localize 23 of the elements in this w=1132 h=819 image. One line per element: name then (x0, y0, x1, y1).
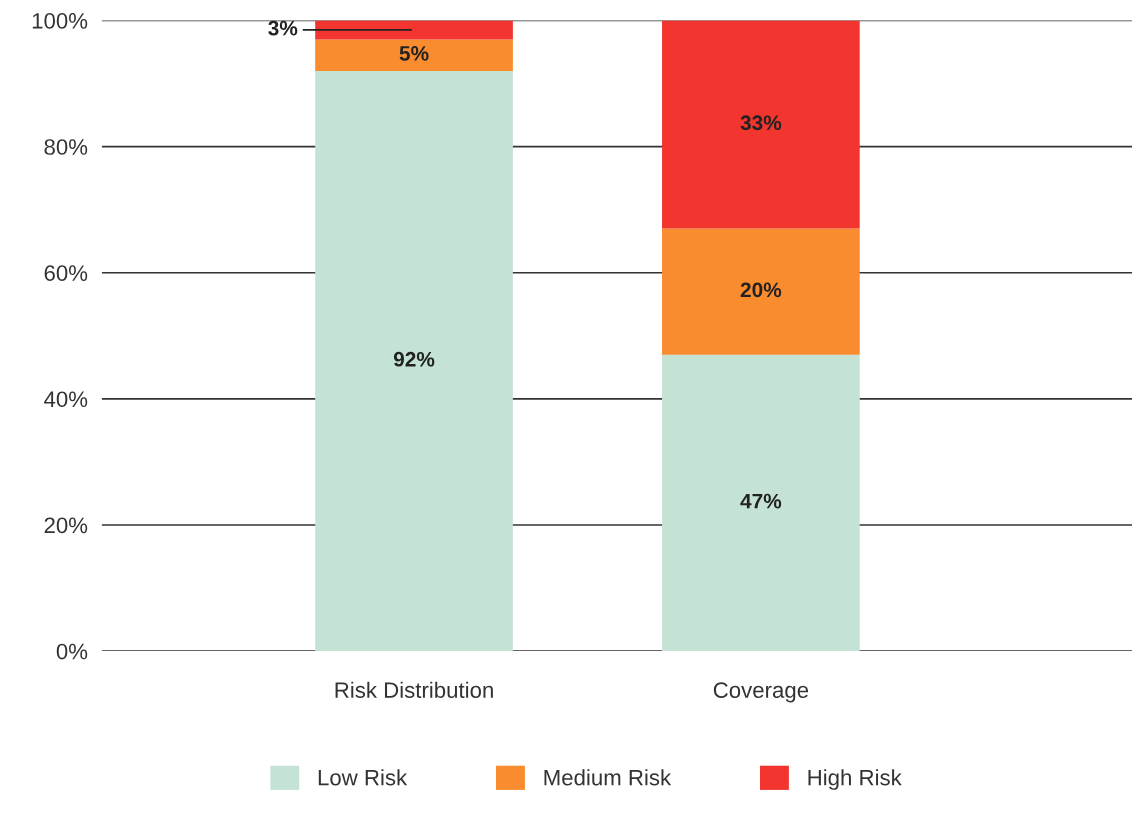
bar (315, 70, 513, 652)
legend-label: Low Risk (318, 769, 408, 786)
data-label: 47% (740, 493, 782, 509)
y-tick-label: 60% (44, 265, 88, 281)
y-tick-label: 40% (44, 391, 88, 408)
bar (662, 354, 860, 652)
data-label: 3% (268, 20, 298, 36)
y-tick-label: 20% (44, 517, 88, 534)
y-tick-label: 0% (56, 643, 88, 660)
data-label: 33% (740, 115, 782, 131)
x-tick-label: Risk Distribution (335, 681, 493, 698)
data-label: 20% (740, 282, 782, 298)
bar (662, 20, 860, 229)
legend-label: Medium Risk (544, 769, 672, 786)
y-tick-label: 80% (44, 139, 88, 155)
data-label: 92% (393, 351, 435, 367)
data-label: 5% (399, 46, 429, 61)
legend-label: High Risk (808, 769, 902, 790)
x-tick-label: Coverage (713, 682, 809, 703)
bar (315, 20, 513, 40)
bar (315, 39, 513, 71)
bar (662, 228, 860, 355)
y-tick-label: 100% (32, 13, 88, 29)
